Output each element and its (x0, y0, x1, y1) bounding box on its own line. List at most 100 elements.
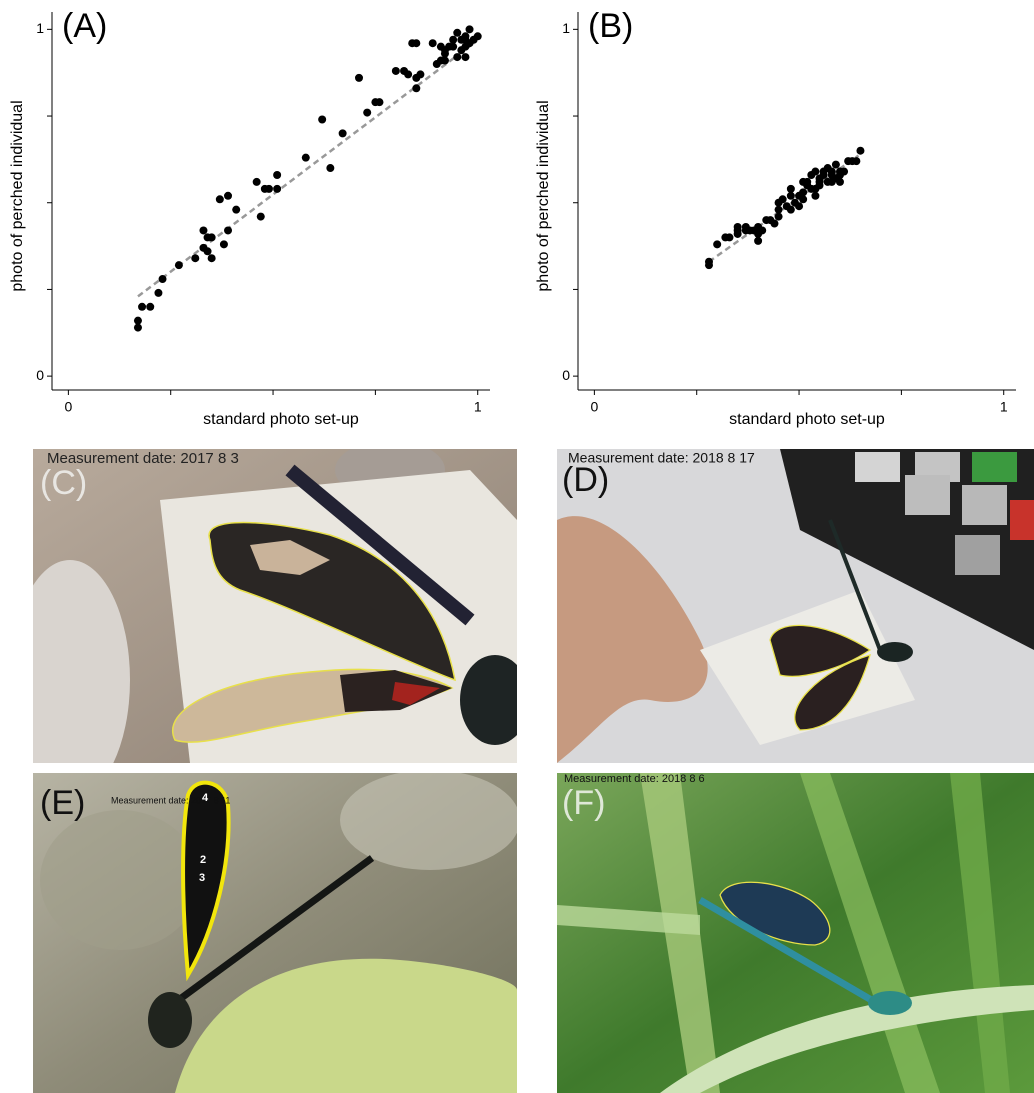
point (811, 167, 820, 176)
photo-f (557, 773, 1034, 1093)
point (725, 233, 734, 242)
point (273, 184, 282, 193)
point (256, 212, 265, 221)
point (428, 39, 437, 48)
y-tick-label: 1 (562, 20, 570, 36)
point (191, 254, 200, 263)
measurement-date: Measurement date: 2017 8 11 (111, 795, 230, 805)
point (207, 233, 216, 242)
wing-number: 3 (199, 872, 205, 884)
point (786, 184, 795, 193)
point (138, 302, 147, 311)
point (432, 60, 441, 69)
point (799, 177, 808, 186)
point (264, 184, 273, 193)
measurement-date: Measurement date: 2018 8 6 (564, 773, 705, 785)
point (815, 181, 824, 190)
point (473, 32, 482, 41)
point (219, 240, 228, 249)
point (461, 42, 470, 51)
point (224, 191, 233, 200)
point (232, 205, 241, 214)
point (449, 35, 458, 44)
point (453, 28, 462, 37)
point (819, 170, 828, 179)
point (835, 177, 844, 186)
wing-number: 4 (202, 792, 209, 804)
point (318, 115, 327, 124)
point (133, 316, 142, 325)
panel-label: (A) (62, 7, 107, 45)
point (416, 70, 425, 79)
point (786, 191, 795, 200)
point (449, 42, 458, 51)
point (375, 98, 384, 107)
point (774, 205, 783, 214)
trend-line (137, 42, 475, 298)
point (199, 226, 208, 235)
panel-label: (D) (562, 461, 609, 499)
panel-label: (E) (40, 784, 85, 822)
panel-label: (F) (562, 784, 605, 822)
x-tick-label: 1 (474, 399, 482, 415)
x-tick-label: 1 (1000, 399, 1008, 415)
point (770, 219, 779, 228)
x-tick-label: 0 (64, 399, 72, 415)
point (733, 226, 742, 235)
photo-d (557, 449, 1034, 763)
point (215, 195, 224, 204)
point (412, 84, 421, 93)
point (465, 25, 474, 34)
point (273, 170, 282, 179)
panel-label: (B) (588, 7, 633, 45)
measurement-date: Measurement date: 2018 8 17 (568, 450, 755, 466)
x-axis-label: standard photo set-up (203, 411, 359, 428)
point (326, 164, 335, 173)
point (440, 56, 449, 65)
panel-label: (C) (40, 464, 87, 502)
point (391, 66, 400, 75)
point (786, 205, 795, 214)
point (774, 212, 783, 221)
point (363, 108, 372, 117)
point (174, 261, 183, 270)
point (754, 236, 763, 245)
y-tick-label: 0 (36, 367, 44, 383)
point (811, 191, 820, 200)
point (713, 240, 722, 249)
point (207, 254, 216, 263)
point (778, 195, 787, 204)
point (338, 129, 347, 138)
y-axis-label: photo of perched individual (535, 100, 552, 291)
point (840, 167, 849, 176)
wing-number: 2 (200, 854, 206, 866)
point (133, 323, 142, 332)
y-tick-label: 1 (36, 20, 44, 36)
point (158, 275, 167, 284)
point (831, 160, 840, 169)
x-tick-label: 0 (590, 399, 598, 415)
point (795, 202, 804, 211)
point (355, 73, 364, 82)
point (827, 167, 836, 176)
photo-e (33, 773, 517, 1093)
y-axis-label: photo of perched individual (9, 100, 26, 291)
measurement-date: Measurement date: 2017 8 3 (47, 450, 239, 467)
point (146, 302, 155, 311)
point (799, 188, 808, 197)
point (412, 39, 421, 48)
point (252, 177, 261, 186)
point (154, 288, 163, 297)
point (453, 53, 462, 62)
point (461, 53, 470, 62)
point (799, 195, 808, 204)
point (301, 153, 310, 162)
x-axis-label: standard photo set-up (729, 411, 885, 428)
point (224, 226, 233, 235)
point (704, 257, 713, 266)
point (203, 247, 212, 256)
y-tick-label: 0 (562, 367, 570, 383)
point (856, 146, 865, 155)
point (758, 226, 767, 235)
